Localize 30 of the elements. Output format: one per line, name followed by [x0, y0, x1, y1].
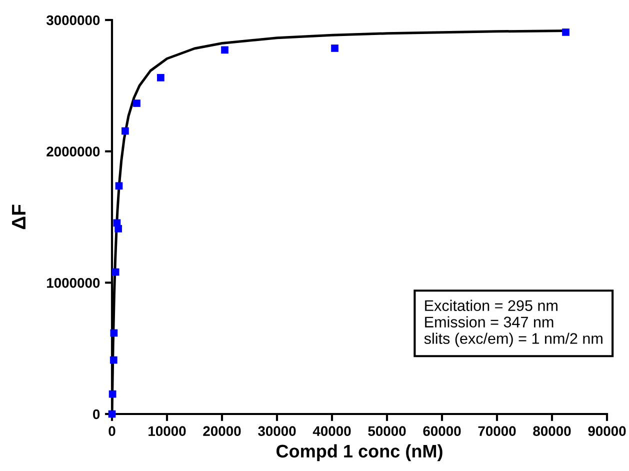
point: [108, 410, 116, 418]
point: [115, 182, 123, 190]
x-tick-label: 50000: [368, 426, 406, 436]
point: [221, 46, 228, 54]
x-axis-title: Compd 1 conc (nM): [276, 444, 442, 462]
point: [110, 356, 118, 364]
point: [157, 74, 164, 82]
x-tick-label: 10000: [148, 426, 186, 436]
x-tick-label: 30000: [258, 426, 296, 436]
point: [114, 225, 122, 232]
point: [108, 390, 116, 398]
y-tick-label: 3000000: [46, 15, 100, 26]
annotation: Excitation = 295 nm Emission = 347 nm slits (exc/em) = 1 nm/2 nm: [424, 300, 602, 347]
point: [122, 127, 129, 135]
x-tick-label: 70000: [478, 426, 516, 436]
y-tick-label: 2000000: [46, 146, 100, 157]
point: [112, 268, 120, 276]
y-axis-title: ΔF: [12, 204, 26, 230]
point: [331, 44, 338, 52]
point: [562, 28, 570, 36]
point: [110, 329, 118, 337]
y-tick-label: 0: [93, 409, 100, 420]
y-tick-label: 1000000: [47, 278, 100, 288]
x-tick-label: 0: [108, 426, 116, 436]
x-tick-label: 60000: [423, 426, 461, 436]
x-tick-label: 20000: [203, 426, 241, 436]
point: [133, 100, 140, 107]
x-tick-label: 40000: [312, 426, 351, 436]
x-tick-label: 90000: [588, 426, 626, 436]
x-tick-label: 80000: [533, 426, 571, 436]
